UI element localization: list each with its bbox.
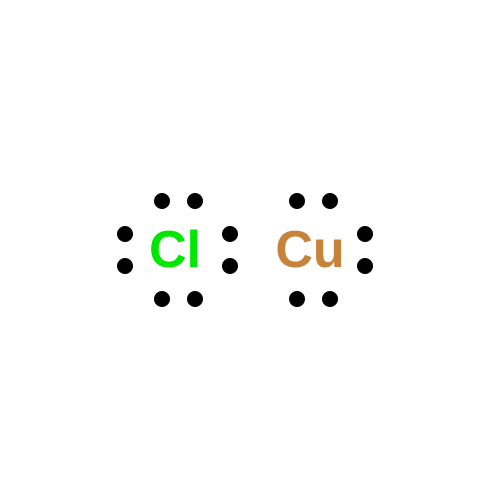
atom-chlorine: Cl bbox=[149, 224, 201, 276]
electron-dot bbox=[222, 226, 238, 242]
electron-dot bbox=[289, 291, 305, 307]
electron-dot bbox=[154, 291, 170, 307]
electron-dot bbox=[322, 193, 338, 209]
electron-dot bbox=[187, 193, 203, 209]
electron-dot bbox=[222, 258, 238, 274]
electron-dot bbox=[357, 258, 373, 274]
atom-copper: Cu bbox=[275, 224, 344, 276]
electron-dot bbox=[322, 291, 338, 307]
electron-dot bbox=[289, 193, 305, 209]
electron-dot bbox=[117, 226, 133, 242]
electron-dot bbox=[187, 291, 203, 307]
lewis-structure-canvas: Cl Cu bbox=[0, 0, 500, 500]
electron-dot bbox=[117, 258, 133, 274]
electron-dot bbox=[357, 226, 373, 242]
electron-dot bbox=[154, 193, 170, 209]
